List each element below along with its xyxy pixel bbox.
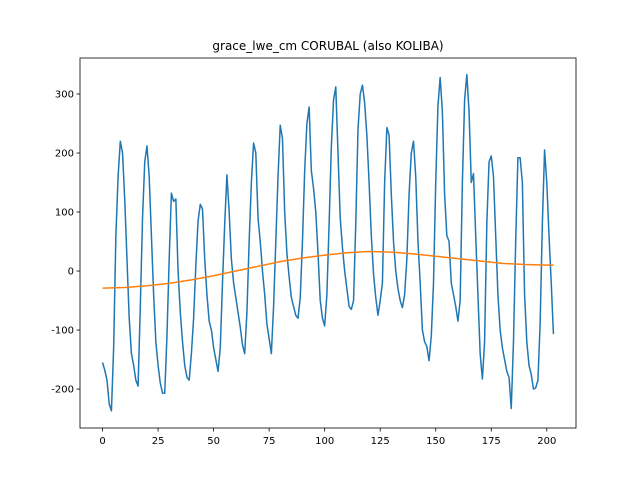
line-series — [101, 73, 555, 412]
plot-frame — [79, 57, 577, 429]
y-tick-label: 300 — [55, 89, 74, 100]
y-tick-label: 100 — [55, 208, 74, 219]
x-tick-label: 50 — [207, 436, 220, 447]
y-tick-label: 200 — [55, 149, 74, 160]
x-tick-label: 25 — [152, 436, 165, 447]
y-tick-label: 0 — [68, 267, 74, 278]
y-tick-label: -200 — [51, 385, 74, 396]
x-tick-label: 100 — [315, 436, 334, 447]
x-tick-label: 175 — [482, 436, 501, 447]
x-tick-label: 150 — [426, 436, 445, 447]
chart-title: grace_lwe_cm CORUBAL (also KOLIBA) — [212, 39, 443, 53]
x-tick-label: 75 — [263, 436, 276, 447]
y-tick-label: -100 — [51, 326, 74, 337]
line-series — [102, 250, 554, 289]
x-tick-label: 200 — [537, 436, 556, 447]
x-tick-label: 125 — [371, 436, 390, 447]
x-tick-label: 0 — [99, 436, 105, 447]
